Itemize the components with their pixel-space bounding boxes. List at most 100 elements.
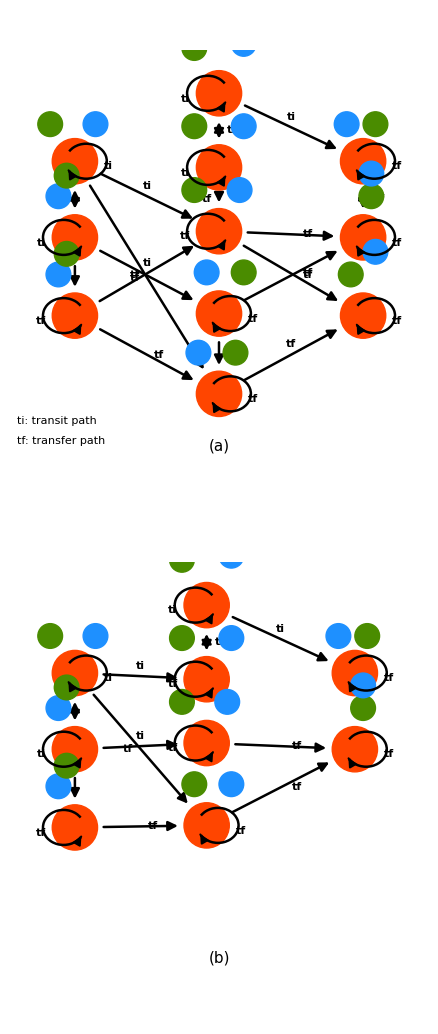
Circle shape [359, 184, 384, 209]
Text: (b): (b) [208, 950, 230, 966]
Circle shape [215, 690, 240, 714]
Text: tf: tf [384, 750, 394, 759]
Circle shape [182, 114, 207, 139]
Circle shape [186, 340, 211, 365]
Circle shape [339, 262, 363, 286]
Text: tf: tf [154, 349, 164, 360]
Text: tf: tf [236, 825, 246, 835]
Circle shape [196, 70, 242, 116]
Circle shape [38, 112, 63, 136]
Circle shape [184, 657, 230, 702]
Circle shape [196, 371, 242, 417]
Circle shape [46, 184, 71, 209]
Text: (a): (a) [208, 438, 230, 454]
Circle shape [219, 543, 244, 568]
Text: ti: ti [180, 168, 190, 178]
Circle shape [359, 161, 384, 186]
Text: tf: tf [226, 348, 237, 359]
Circle shape [54, 754, 79, 778]
Circle shape [54, 675, 79, 700]
Circle shape [363, 240, 388, 264]
Circle shape [54, 242, 79, 266]
Text: tf: tf [36, 827, 46, 838]
Circle shape [340, 215, 386, 260]
Circle shape [363, 112, 388, 136]
Text: ti: ti [180, 93, 190, 103]
Text: ti: ti [54, 706, 63, 717]
Text: ti: ti [36, 750, 46, 759]
Text: tf: tf [130, 273, 140, 282]
Text: tf: tf [292, 741, 302, 751]
Circle shape [182, 771, 207, 796]
Circle shape [196, 209, 242, 254]
Text: tf: tf [392, 238, 402, 247]
Circle shape [227, 178, 252, 203]
Text: tf: tf [302, 269, 313, 278]
Circle shape [334, 112, 359, 136]
Text: ti: ti [215, 637, 223, 647]
Circle shape [223, 340, 248, 365]
Text: ti: ti [227, 125, 236, 135]
Text: ti: ti [168, 605, 177, 615]
Text: ti: transit path: ti: transit path [17, 416, 97, 426]
Circle shape [184, 802, 230, 848]
Text: tf: tf [248, 394, 258, 404]
Text: ti: ti [54, 784, 63, 793]
Circle shape [355, 624, 380, 648]
Circle shape [219, 626, 244, 650]
Text: tf: tf [392, 315, 402, 326]
Circle shape [182, 35, 207, 60]
Circle shape [194, 260, 219, 284]
Circle shape [52, 727, 98, 771]
Text: tf: tf [180, 232, 190, 242]
Circle shape [170, 626, 194, 650]
Circle shape [46, 696, 71, 721]
Circle shape [332, 650, 378, 696]
Text: tf: tf [248, 313, 258, 324]
Text: tf: tf [286, 339, 296, 349]
Text: tf: tf [36, 315, 46, 326]
Text: tf: tf [302, 230, 313, 239]
Circle shape [52, 650, 98, 696]
Text: ti: ti [54, 194, 63, 205]
Circle shape [340, 139, 386, 184]
Text: tf: tf [392, 161, 402, 172]
Text: tf: tf [292, 783, 302, 792]
Text: tf: transfer path: tf: transfer path [17, 436, 106, 447]
Text: ti: ti [142, 181, 152, 191]
Circle shape [184, 582, 230, 628]
Circle shape [46, 773, 71, 798]
Circle shape [46, 262, 71, 286]
Text: tf: tf [168, 679, 178, 690]
Text: ti: ti [286, 112, 296, 122]
Text: tf: tf [123, 744, 134, 754]
Circle shape [52, 215, 98, 260]
Text: ti: ti [142, 258, 152, 268]
Text: tf: tf [168, 743, 178, 754]
Circle shape [52, 139, 98, 184]
Text: ti: ti [276, 624, 285, 634]
Circle shape [83, 112, 108, 136]
Circle shape [170, 690, 194, 714]
Circle shape [219, 771, 244, 796]
Text: tf: tf [148, 821, 158, 831]
Circle shape [52, 293, 98, 338]
Circle shape [351, 696, 375, 721]
Circle shape [332, 727, 378, 771]
Circle shape [182, 178, 207, 203]
Circle shape [38, 624, 63, 648]
Text: ti: ti [54, 272, 63, 281]
Circle shape [184, 721, 230, 766]
Text: ti: ti [104, 673, 113, 683]
Circle shape [52, 804, 98, 850]
Circle shape [231, 31, 256, 56]
Circle shape [231, 114, 256, 139]
Text: tf: tf [130, 271, 140, 280]
Circle shape [170, 547, 194, 572]
Circle shape [340, 293, 386, 338]
Text: ti: ti [36, 238, 46, 247]
Text: tf: tf [201, 194, 212, 205]
Circle shape [196, 145, 242, 190]
Circle shape [83, 624, 108, 648]
Text: ti: ti [136, 661, 145, 671]
